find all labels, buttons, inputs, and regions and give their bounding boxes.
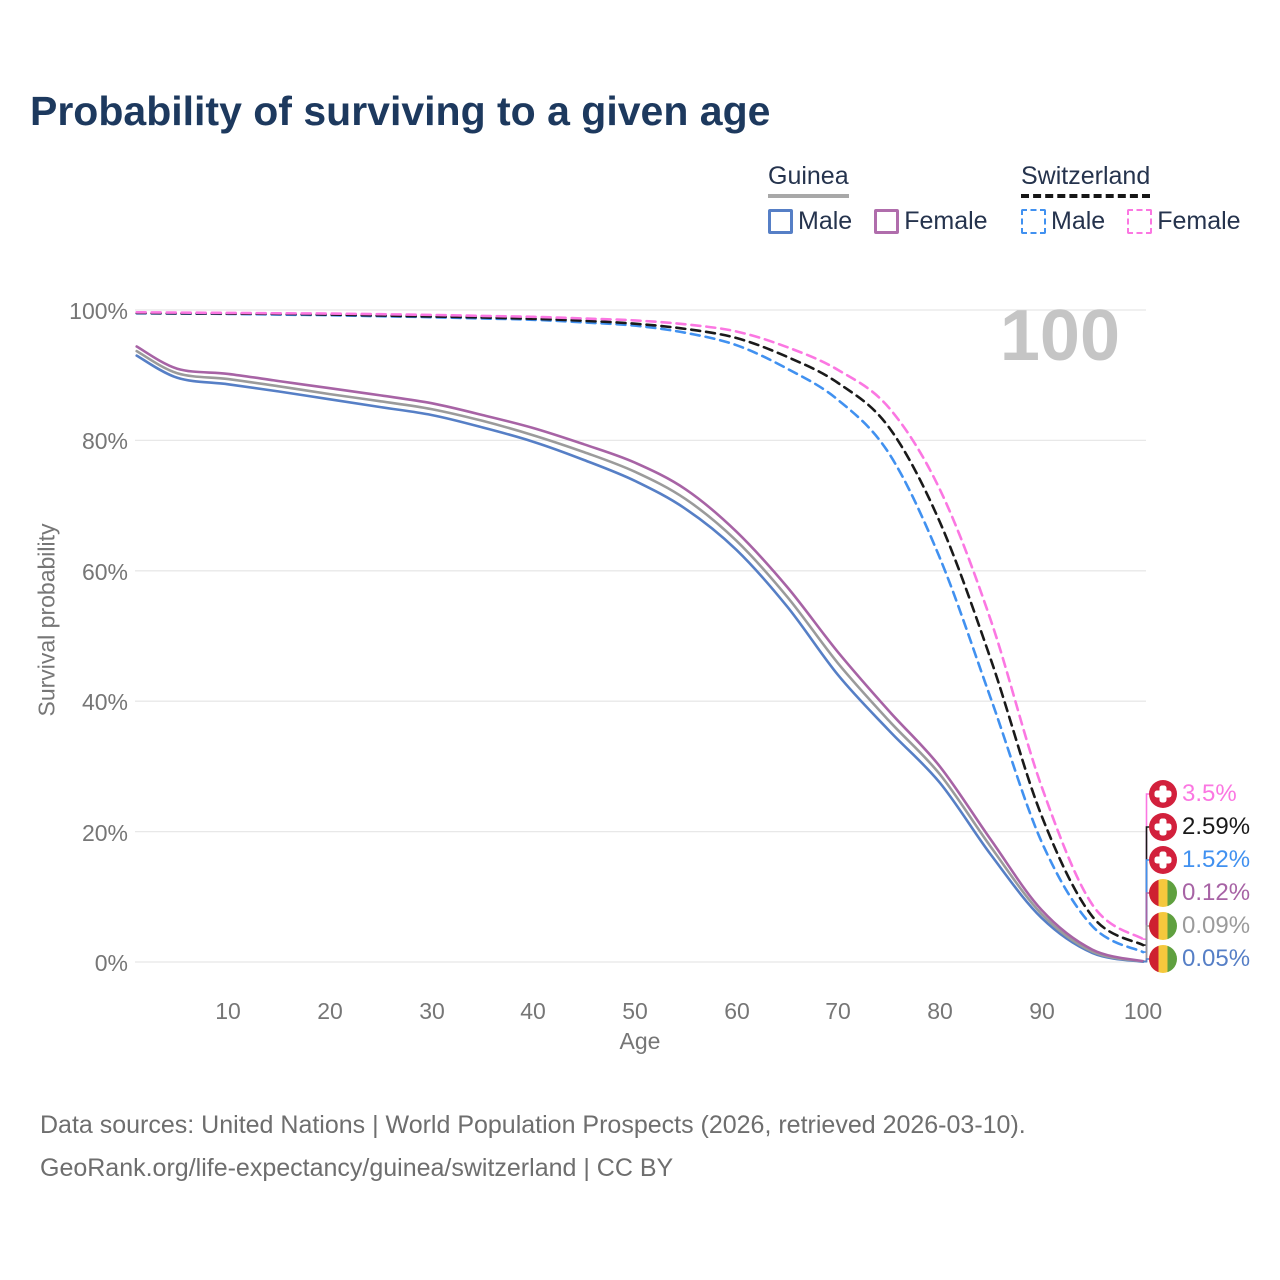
- switzerland-male-swatch-icon: [1021, 209, 1046, 234]
- legend-label: Male: [798, 207, 853, 235]
- end-label-switzerland-male: 1.52%: [1149, 846, 1250, 874]
- legend-group-switzerland: Switzerland Male Female: [1021, 162, 1241, 236]
- legend-label: Female: [904, 207, 988, 235]
- y-tick: 20%: [81, 820, 128, 846]
- end-label-guinea-both: 0.09%: [1149, 912, 1250, 940]
- end-label-switzerland-female: 3.5%: [1149, 780, 1237, 808]
- end-value: 3.5%: [1182, 780, 1237, 807]
- switzerland-flag-icon: [1149, 780, 1177, 808]
- x-tick: 80: [927, 998, 953, 1024]
- guinea-flag-icon: [1149, 945, 1177, 973]
- legend-item-switzerland-female[interactable]: Female: [1127, 207, 1241, 236]
- end-label-switzerland-both: 2.59%: [1149, 813, 1250, 841]
- end-label-guinea-male: 0.05%: [1149, 945, 1250, 973]
- line-ch-both[interactable]: [135, 311, 1145, 947]
- x-tick: 90: [1029, 998, 1055, 1024]
- line-gn-female[interactable]: [135, 345, 1145, 963]
- footer: Data sources: United Nations | World Pop…: [40, 1104, 1026, 1190]
- x-tick: 50: [622, 998, 648, 1024]
- guinea-female-swatch-icon: [874, 209, 900, 234]
- leader-line-gn-male: [1143, 958, 1151, 963]
- end-value: 0.05%: [1182, 945, 1251, 972]
- legend-label: Male: [1051, 207, 1106, 235]
- legend-item-guinea-male[interactable]: Male: [768, 207, 852, 236]
- legend-group-guinea: Guinea Male Female: [768, 162, 988, 236]
- data-sources-line: Data sources: United Nations | World Pop…: [40, 1111, 1026, 1139]
- end-value: 0.09%: [1182, 912, 1251, 939]
- attribution-line: GeoRank.org/life-expectancy/guinea/switz…: [40, 1154, 674, 1182]
- legend-label: Female: [1157, 207, 1241, 235]
- y-tick: 40%: [81, 689, 128, 715]
- line-gn-both[interactable]: [135, 349, 1145, 963]
- x-tick: 20: [317, 998, 343, 1024]
- y-tick: 0%: [94, 950, 128, 976]
- x-tick: 60: [724, 998, 750, 1024]
- line-gn-male[interactable]: [135, 354, 1145, 963]
- line-ch-female[interactable]: [135, 311, 1145, 941]
- y-tick: 100%: [69, 298, 128, 324]
- end-value: 0.12%: [1182, 879, 1251, 906]
- end-value: 1.52%: [1182, 846, 1251, 873]
- guinea-flag-icon: [1149, 879, 1177, 907]
- end-value: 2.59%: [1182, 813, 1251, 840]
- x-tick: 40: [520, 998, 546, 1024]
- guinea-flag-icon: [1149, 912, 1177, 940]
- switzerland-flag-icon: [1149, 846, 1177, 874]
- y-axis-title: Survival probability: [33, 523, 60, 717]
- x-tick: 10: [215, 998, 241, 1024]
- x-tick: 70: [825, 998, 851, 1024]
- x-tick: 100: [1123, 998, 1163, 1024]
- x-tick: 30: [419, 998, 445, 1024]
- age-watermark: 100: [999, 296, 1120, 376]
- page-title: Probability of surviving to a given age: [30, 88, 771, 134]
- switzerland-female-swatch-icon: [1127, 209, 1153, 234]
- end-label-guinea-female: 0.12%: [1149, 879, 1250, 907]
- legend-title-switzerland[interactable]: Switzerland: [1021, 162, 1151, 198]
- switzerland-flag-icon: [1149, 813, 1177, 841]
- legend-item-guinea-female[interactable]: Female: [874, 207, 988, 236]
- y-tick: 80%: [81, 428, 128, 454]
- legend-item-switzerland-male[interactable]: Male: [1021, 207, 1105, 236]
- legend-title-guinea[interactable]: Guinea: [768, 162, 849, 198]
- guinea-male-swatch-icon: [768, 209, 793, 234]
- y-tick: 60%: [81, 559, 128, 585]
- x-axis-title: Age: [619, 1028, 661, 1054]
